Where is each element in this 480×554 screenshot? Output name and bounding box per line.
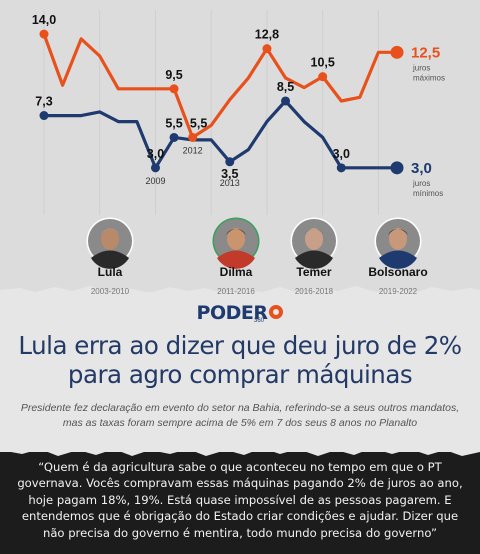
end-note-label: juros <box>412 63 430 72</box>
subtitle: Presidente fez declaração em evento do s… <box>20 402 460 429</box>
president-years: 2019-2022 <box>378 287 418 296</box>
data-label: 5,5 <box>190 116 207 130</box>
torn-edge-bottom <box>0 440 480 456</box>
end-marker <box>390 161 404 175</box>
data-point <box>169 84 179 94</box>
president-avatar-dilma <box>212 217 260 269</box>
brand-ring-icon <box>269 305 284 319</box>
data-point <box>150 163 160 173</box>
data-point <box>188 132 198 142</box>
president-name: Dilma <box>219 265 253 279</box>
headline-panel <box>0 292 480 452</box>
data-label: 5,5 <box>165 116 182 130</box>
president-name: Bolsonaro <box>368 265 428 279</box>
data-label: 12,8 <box>255 28 279 42</box>
data-point <box>225 157 235 167</box>
end-marker <box>390 45 404 59</box>
president-avatar-bolsonaro <box>374 217 422 269</box>
data-label: 10,5 <box>311 56 335 70</box>
data-label: 9,5 <box>165 68 182 82</box>
year-label: 2012 <box>183 145 203 155</box>
data-label: 8,5 <box>277 80 294 94</box>
brand-logo: PODER <box>0 302 480 324</box>
data-point <box>169 132 179 142</box>
data-label: 3,5 <box>221 167 238 181</box>
president-avatar-lula <box>86 217 134 269</box>
series-line-minimos <box>42 99 399 170</box>
data-point <box>336 163 346 173</box>
end-value-label: 12,5 <box>411 44 440 61</box>
data-label: 14,0 <box>32 13 56 27</box>
headline: Lula erra ao dizer que deu juro de 2% pa… <box>18 331 462 389</box>
data-point <box>39 29 49 39</box>
end-note-label: máximos <box>413 73 445 82</box>
end-note-label: mínimos <box>413 189 443 198</box>
data-label: 7,3 <box>35 95 52 109</box>
series-line-maximos <box>42 32 399 139</box>
data-point <box>281 96 291 106</box>
end-value-label: 3,0 <box>411 160 432 177</box>
data-label: 3,0 <box>333 147 350 161</box>
president-name: Lula <box>97 265 123 279</box>
brand-name: PODER <box>196 302 268 324</box>
data-point <box>39 111 49 121</box>
quote: “Quem é da agricultura sabe o que aconte… <box>17 460 463 540</box>
president-years: 2003-2010 <box>90 287 130 296</box>
data-point <box>318 72 328 82</box>
chart-panel: 14,0 9,5 5,5 12,8 10,5 7,3 3,0 5,5 3,5 8,5 3,0 2012… <box>0 0 480 300</box>
president-years: 2016-2018 <box>294 287 334 296</box>
year-label: 2009 <box>145 176 165 186</box>
brand-sub: 360 <box>254 318 265 324</box>
president-name: Temer <box>296 265 332 279</box>
president-years: 2011-2016 <box>217 287 255 296</box>
data-point <box>262 44 272 54</box>
year-label: 2013 <box>220 178 240 188</box>
end-note-label: juros <box>412 179 430 188</box>
president-avatar-temer <box>290 217 338 269</box>
interest-rate-chart: 14,0 9,5 5,5 12,8 10,5 7,3 3,0 5,5 3,5 8,5 3,0 2012… <box>32 10 445 269</box>
data-label: 3,0 <box>147 147 164 161</box>
